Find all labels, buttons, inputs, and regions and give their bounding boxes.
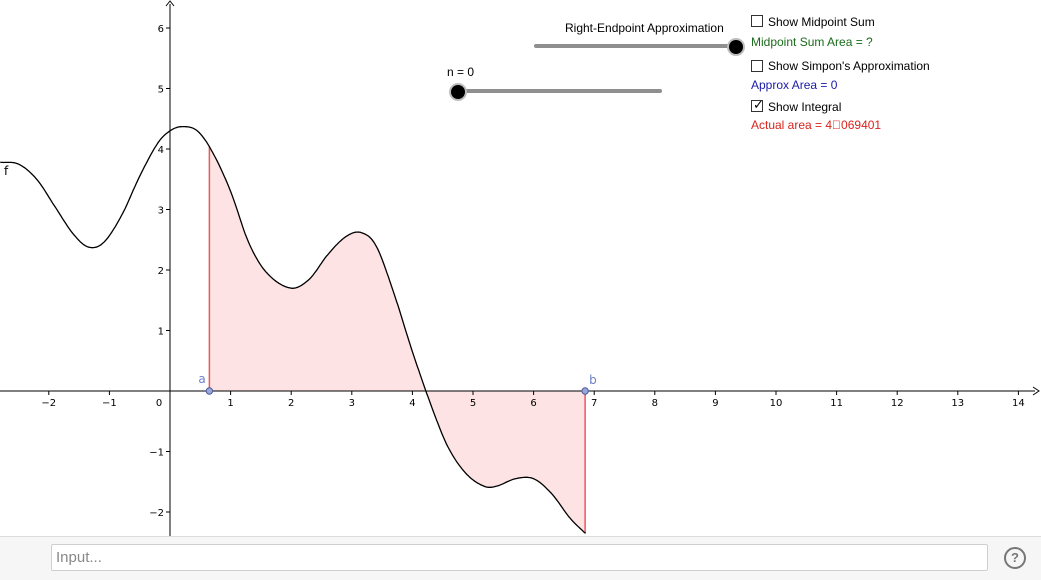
x-tick-label: 9 (712, 398, 718, 409)
x-axis (0, 386, 1040, 396)
show-integral-label: Show Integral (768, 100, 842, 114)
y-axis-ticks: −2 −1 1 2 3 4 5 6 (149, 24, 170, 519)
x-tick-label: 4 (409, 398, 415, 409)
x-tick-label: 2 (288, 398, 294, 409)
show-midpoint-label: Show Midpoint Sum (768, 15, 875, 29)
x-tick-label: 5 (470, 398, 476, 409)
function-label: f (4, 164, 9, 178)
y-tick-label: −1 (149, 448, 164, 459)
point-a[interactable] (205, 387, 214, 395)
y-tick-label: 6 (158, 24, 164, 35)
n-slider-track[interactable] (458, 89, 662, 93)
x-tick-label: −1 (102, 398, 117, 409)
point-a-label: a (198, 372, 205, 386)
x-tick-label: 10 (770, 398, 783, 409)
point-b[interactable] (581, 387, 589, 395)
show-integral-checkbox[interactable]: ✓ (751, 97, 764, 112)
n-slider-label: n = 0 (447, 65, 475, 79)
y-tick-label: 4 (158, 145, 164, 156)
y-tick-label: 3 (158, 206, 164, 217)
x-tick-label: 12 (891, 398, 904, 409)
x-axis-ticks: −2 −1 0 1 2 3 4 5 6 7 8 9 10 11 12 13 14 (41, 391, 1025, 409)
x-tick-label: 6 (530, 398, 536, 409)
x-tick-label: 0 (156, 398, 162, 409)
x-tick-label: −2 (41, 398, 56, 409)
y-tick-label: 5 (158, 85, 164, 96)
show-simpson-checkbox[interactable] (751, 60, 763, 72)
right-endpoint-slider-label: Right-Endpoint Approximation (565, 21, 724, 35)
input-bar: ? (0, 536, 1041, 580)
x-tick-label: 7 (591, 398, 597, 409)
actual-area-text: Actual area = 4 069401 (751, 118, 882, 132)
x-tick-label: 1 (227, 398, 233, 409)
x-tick-label: 3 (349, 398, 355, 409)
help-icon[interactable]: ? (1004, 547, 1026, 569)
y-tick-label: 1 (158, 327, 164, 338)
y-axis (165, 0, 175, 536)
show-midpoint-checkbox[interactable] (751, 15, 763, 27)
approx-area-text: Approx Area = 0 (751, 78, 838, 92)
x-tick-label: 8 (652, 398, 658, 409)
checkmark-icon: ✓ (753, 97, 764, 112)
algebra-input-field[interactable] (51, 544, 988, 571)
y-tick-label: 2 (158, 266, 164, 277)
x-tick-label: 14 (1012, 398, 1025, 409)
integral-area-region (209, 146, 586, 534)
show-simpson-label: Show Simpon's Approximation (768, 59, 930, 73)
n-slider-knob[interactable] (451, 85, 465, 99)
function-f-curve[interactable] (0, 125, 586, 534)
y-tick-label: −2 (149, 508, 164, 519)
right-endpoint-slider-knob[interactable] (729, 40, 743, 54)
x-tick-label: 11 (830, 398, 843, 409)
x-tick-label: 13 (951, 398, 964, 409)
point-b-label: b (589, 373, 597, 387)
midpoint-area-text: Midpoint Sum Area = ? (751, 35, 873, 49)
right-endpoint-slider-track[interactable] (534, 44, 736, 48)
